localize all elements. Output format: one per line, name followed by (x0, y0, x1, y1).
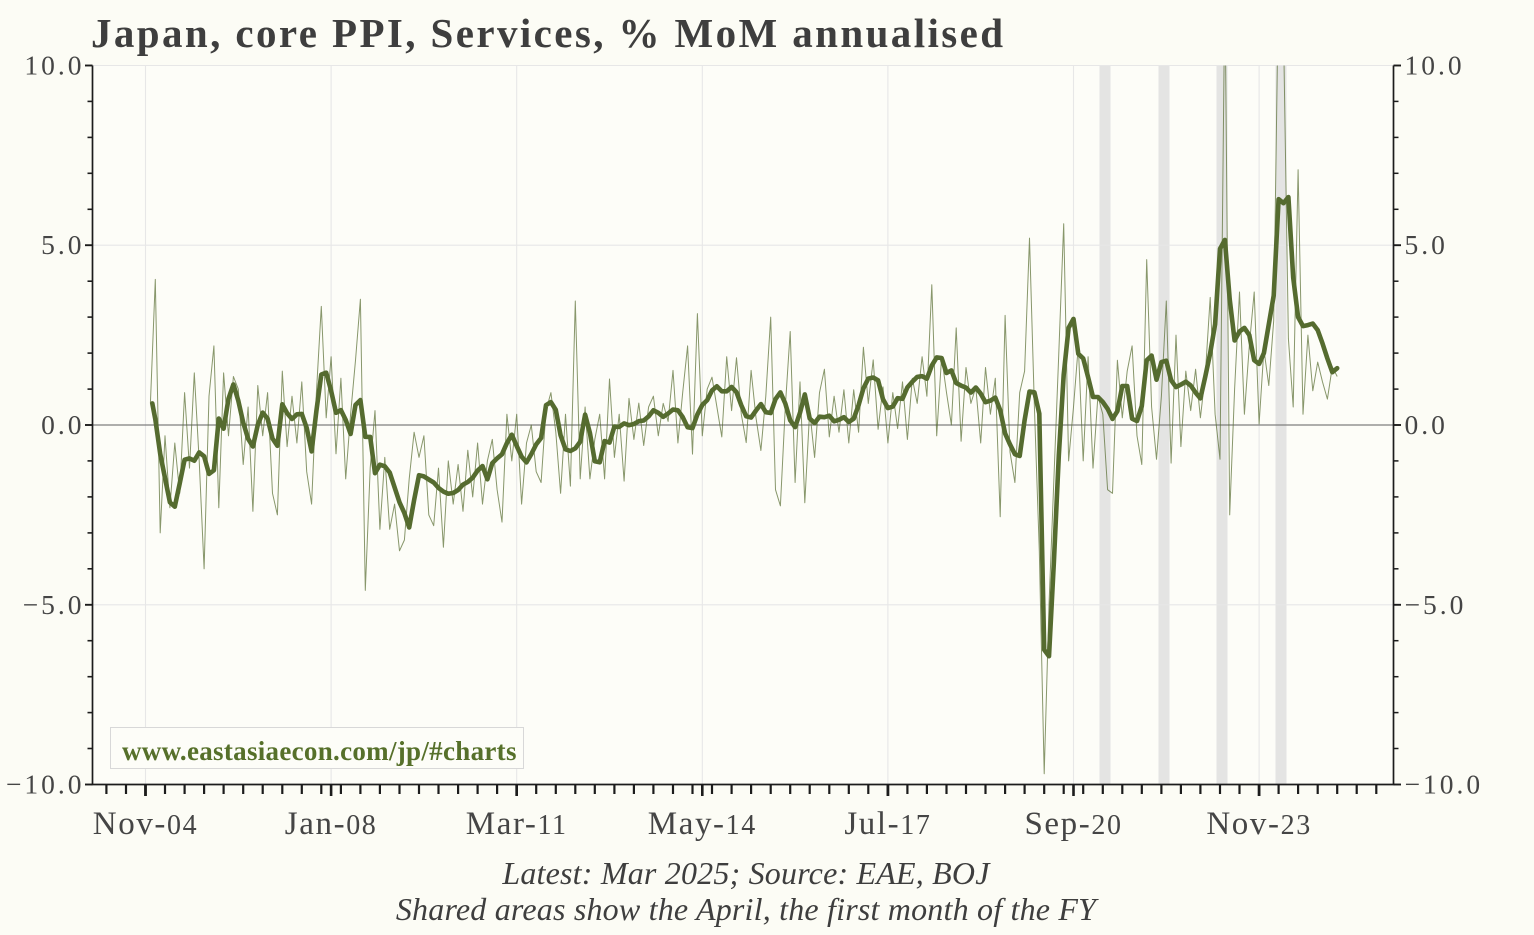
svg-text:Mar-11: Mar-11 (466, 806, 568, 842)
svg-text:Shared areas show the April, t: Shared areas show the April, the first m… (396, 891, 1099, 927)
svg-text:Japan, core PPI, Services, % M: Japan, core PPI, Services, % MoM annuali… (91, 10, 1005, 56)
svg-text:5.0: 5.0 (41, 229, 84, 260)
svg-text:Sep-20: Sep-20 (1024, 806, 1122, 842)
svg-text:Nov-04: Nov-04 (93, 806, 198, 842)
svg-text:0.0: 0.0 (41, 409, 84, 440)
svg-text:Latest: Mar 2025; Source: EAE,: Latest: Mar 2025; Source: EAE, BOJ (501, 855, 991, 891)
svg-text:Nov-23: Nov-23 (1206, 806, 1311, 842)
svg-text:0.0: 0.0 (1405, 409, 1448, 440)
svg-text:5.0: 5.0 (1405, 229, 1448, 260)
svg-text:Jul-17: Jul-17 (844, 806, 931, 842)
svg-text:10.0: 10.0 (24, 50, 84, 81)
svg-text:May-14: May-14 (648, 806, 757, 842)
svg-text:10.0: 10.0 (1405, 50, 1465, 81)
svg-text:−10.0: −10.0 (6, 769, 85, 800)
svg-text:Jan-08: Jan-08 (285, 806, 378, 842)
svg-text:−5.0: −5.0 (23, 589, 85, 620)
svg-text:−10.0: −10.0 (1405, 769, 1484, 800)
svg-text:www.eastasiaecon.com/jp/#chart: www.eastasiaecon.com/jp/#charts (122, 736, 517, 766)
svg-text:−5.0: −5.0 (1405, 589, 1467, 620)
